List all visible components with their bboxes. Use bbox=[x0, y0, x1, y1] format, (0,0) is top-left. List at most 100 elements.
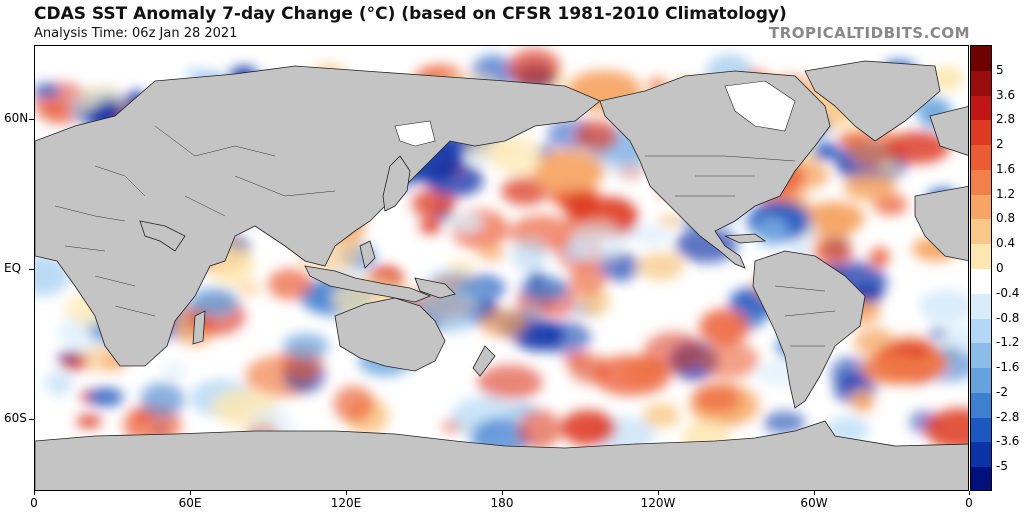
longitude-tick bbox=[190, 491, 191, 495]
colorbar-segment bbox=[971, 70, 991, 97]
landmass-philippines bbox=[359, 240, 376, 269]
anomaly-blob bbox=[560, 410, 616, 446]
anomaly-blob bbox=[140, 382, 185, 418]
colorbar-segment bbox=[971, 392, 991, 419]
colorbar-segment bbox=[971, 46, 991, 72]
longitude-tick bbox=[34, 491, 35, 495]
sea-ice-arctic-bay bbox=[724, 80, 796, 132]
colorbar-segment bbox=[971, 293, 991, 320]
anomaly-blob bbox=[631, 224, 671, 246]
anomaly-blob bbox=[60, 354, 89, 372]
colorbar-label: 2 bbox=[996, 137, 1004, 152]
sea-ice-okhotsk bbox=[394, 120, 436, 147]
sea-ice-layer bbox=[394, 80, 796, 147]
anomaly-blob bbox=[76, 414, 102, 428]
colorbar bbox=[970, 45, 992, 491]
colorbar-segment bbox=[971, 219, 991, 245]
colorbar-segment bbox=[971, 244, 991, 270]
colorbar-label: 5 bbox=[996, 62, 1004, 77]
longitude-tick bbox=[969, 491, 970, 495]
colorbar-segment bbox=[971, 343, 991, 369]
landmass-arabia-gulf bbox=[139, 220, 186, 252]
colorbar-segment bbox=[971, 145, 991, 171]
anomaly-blob bbox=[511, 238, 548, 273]
anomaly-blob bbox=[886, 131, 950, 164]
anomaly-blob bbox=[479, 308, 527, 338]
anomaly-blob bbox=[571, 221, 625, 259]
colorbar-label: -1.6 bbox=[996, 360, 1020, 375]
anomaly-blob bbox=[699, 341, 760, 379]
longitude-tick bbox=[502, 491, 503, 495]
colorbar-segment bbox=[971, 269, 991, 295]
border-lines-asia bbox=[94, 125, 336, 217]
longitude-label: 120W bbox=[640, 496, 676, 510]
colorbar-segment bbox=[971, 194, 991, 220]
anomaly-blob bbox=[44, 370, 74, 396]
colorbar-segment bbox=[971, 169, 991, 196]
longitude-tick bbox=[814, 491, 815, 495]
anomaly-blob bbox=[569, 263, 606, 297]
anomaly-blob bbox=[521, 304, 546, 319]
political-borders bbox=[54, 125, 836, 347]
colorbar-label: -1.2 bbox=[996, 335, 1020, 350]
landmass-south-america bbox=[752, 250, 866, 409]
anomaly-blob bbox=[918, 294, 941, 309]
longitude-label: 120E bbox=[330, 496, 362, 510]
colorbar-label: -0.4 bbox=[996, 285, 1020, 300]
landmass-indonesia bbox=[304, 265, 432, 303]
colorbar-segment bbox=[971, 368, 991, 394]
colorbar-label: 1.2 bbox=[996, 186, 1016, 201]
anomaly-blob bbox=[929, 327, 947, 340]
colorbar-label: 0.4 bbox=[996, 236, 1016, 251]
colorbar-label: -2 bbox=[996, 384, 1008, 399]
landmass-madagascar bbox=[192, 310, 206, 345]
anomaly-blob bbox=[87, 387, 124, 407]
anomaly-blob bbox=[642, 402, 680, 428]
anomaly-blob bbox=[333, 385, 375, 423]
anomaly-blob bbox=[939, 326, 968, 351]
anomaly-blob bbox=[448, 213, 483, 231]
latitude-label: 60S bbox=[4, 411, 27, 425]
anomaly-blob bbox=[501, 176, 550, 206]
anomaly-blob bbox=[801, 201, 865, 234]
colorbar-segment bbox=[971, 417, 991, 443]
anomaly-blob bbox=[638, 252, 684, 281]
colorbar-segment bbox=[971, 120, 991, 146]
anomaly-blob bbox=[917, 351, 947, 377]
anomaly-blob bbox=[35, 83, 60, 98]
anomaly-blob bbox=[811, 142, 841, 161]
longitude-tick bbox=[658, 491, 659, 495]
longitude-label: 60W bbox=[800, 496, 828, 510]
land-layer bbox=[35, 60, 968, 490]
longitude-label: 180 bbox=[490, 496, 514, 510]
colorbar-label: -2.8 bbox=[996, 409, 1020, 424]
anomaly-blob bbox=[437, 209, 451, 222]
landmass-cuba-caribbean bbox=[724, 233, 767, 244]
anomaly-blob bbox=[873, 194, 908, 216]
latitude-label: 60N bbox=[4, 111, 29, 125]
colorbar-label: -3.6 bbox=[996, 434, 1020, 449]
landmass-australia bbox=[334, 297, 446, 372]
colorbar-label: 0 bbox=[996, 261, 1004, 275]
anomaly-blob bbox=[282, 333, 330, 360]
anomaly-blob bbox=[658, 214, 682, 227]
longitude-tick bbox=[346, 491, 347, 495]
latitude-tick bbox=[29, 269, 34, 270]
landmass-eurasia-africa bbox=[35, 65, 601, 367]
colorbar-label: 1.6 bbox=[996, 161, 1016, 176]
anomaly-blob bbox=[879, 161, 901, 176]
anomaly-blob bbox=[161, 363, 186, 379]
anomaly-blob bbox=[517, 409, 561, 450]
colorbar-segment bbox=[971, 442, 991, 468]
anomaly-blob bbox=[861, 352, 924, 385]
anomaly-blob bbox=[851, 391, 874, 413]
border-lines-africa bbox=[54, 205, 156, 317]
sst-anomaly-map bbox=[34, 45, 969, 491]
colorbar-segment bbox=[971, 467, 991, 490]
anomaly-blob bbox=[42, 100, 68, 118]
anomaly-blob bbox=[843, 173, 897, 201]
anomaly-blob bbox=[763, 411, 806, 434]
anomaly-blob bbox=[267, 268, 313, 300]
longitude-label: 0 bbox=[30, 496, 38, 510]
anomaly-blob bbox=[812, 240, 854, 264]
